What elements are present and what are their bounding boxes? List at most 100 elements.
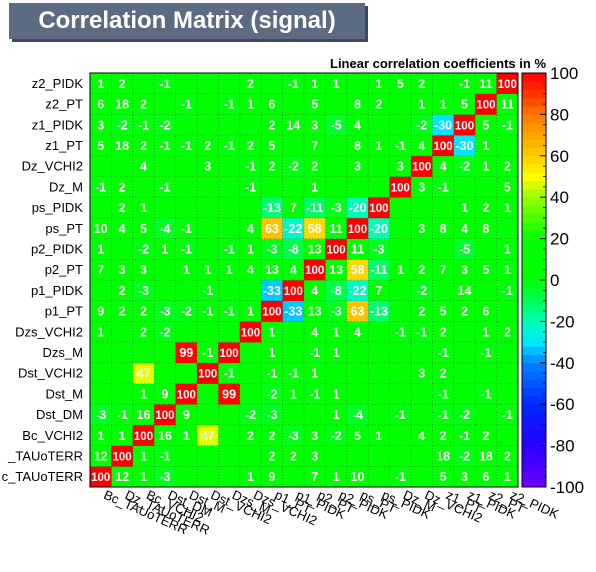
heatmap-cell <box>282 424 305 446</box>
color-palette <box>521 72 547 488</box>
heatmap-cell <box>90 280 112 301</box>
palette-band <box>522 172 546 182</box>
heatmap-cell <box>411 362 433 384</box>
heatmap-cell <box>496 445 519 467</box>
cell-value-label: 1 <box>333 346 340 360</box>
heatmap-cell <box>346 466 369 488</box>
cell-value-label: 1 <box>504 201 511 215</box>
cell-value-label: -1 <box>159 449 170 463</box>
cell-value-label: 1 <box>311 77 318 91</box>
heatmap-cell <box>282 383 305 405</box>
heatmap-cell <box>111 321 134 343</box>
heatmap-cell <box>90 259 112 281</box>
heatmap-cell <box>475 424 497 446</box>
cell-value-label: -1 <box>224 367 235 381</box>
cell-value-label: 3 <box>354 160 361 174</box>
cell-value-label: 1 <box>140 470 147 484</box>
heatmap-cell <box>432 342 455 364</box>
y-tick-label: Dzs_VCHI2 <box>15 324 83 339</box>
cell-value-label: -2 <box>459 160 470 174</box>
cell-value-label: 4 <box>354 118 361 132</box>
cell-value-label: 1 <box>247 242 254 256</box>
palette-band <box>522 197 546 206</box>
heatmap-cell <box>453 93 476 115</box>
cell-value-label: 1 <box>290 387 297 401</box>
cell-value-label: 6 <box>268 98 275 112</box>
heatmap-cell <box>368 73 390 94</box>
heatmap-cell <box>175 155 198 177</box>
cell-value-label: 2 <box>268 449 275 463</box>
cell-value-label: -20 <box>370 222 388 236</box>
heatmap-cell <box>154 135 176 157</box>
heatmap-cell <box>411 176 433 198</box>
palette-band <box>522 155 546 165</box>
heatmap-cell <box>218 176 241 198</box>
cell-value-label: 9 <box>268 470 275 484</box>
heatmap-cell <box>496 280 519 301</box>
heatmap-cell <box>239 300 262 322</box>
y-tick-label: z2_PIDK <box>32 76 84 91</box>
cell-value-label: 47 <box>137 367 151 381</box>
cell-value-label: 1 <box>161 242 168 256</box>
heatmap-cell <box>218 259 241 281</box>
cell-value-label: -5 <box>459 242 470 256</box>
heatmap-cell <box>304 404 326 426</box>
heatmap-cell <box>282 135 305 157</box>
heatmap-cell <box>325 114 348 136</box>
heatmap-cell <box>154 197 176 219</box>
cell-value-label: 99 <box>222 387 236 401</box>
cell-value-label: 11 <box>501 98 514 112</box>
cell-value-label: 1 <box>504 470 511 484</box>
heatmap-cell <box>432 114 455 136</box>
cell-value-label: 13 <box>265 263 279 277</box>
cell-value-label: 100 <box>134 431 153 443</box>
heatmap-cell <box>154 383 176 405</box>
cell-value-label: 1 <box>226 263 233 277</box>
palette-band <box>522 437 546 446</box>
heatmap-cell <box>111 114 134 136</box>
cell-value-label: 2 <box>440 325 447 339</box>
heatmap-cell <box>197 300 219 322</box>
cell-value-label: 100 <box>327 244 346 256</box>
heatmap-cell <box>325 176 348 198</box>
heatmap-cell <box>261 238 283 260</box>
y-tick-label: p1_PT <box>45 304 83 319</box>
heatmap-cell <box>132 259 155 281</box>
heatmap-cell <box>346 280 369 301</box>
heatmap-cell <box>496 238 519 260</box>
heatmap-cell <box>261 280 283 301</box>
cell-value-label: 1 <box>418 98 425 112</box>
heatmap-cell <box>346 321 369 343</box>
heatmap-cell <box>132 383 155 405</box>
heatmap-cell <box>325 155 348 177</box>
cell-value-label: 2 <box>482 201 489 215</box>
heatmap-cell <box>325 383 348 405</box>
cell-value-label: 1 <box>461 201 468 215</box>
cell-value-label: -2 <box>245 408 256 422</box>
grid-lines <box>90 73 518 487</box>
cell-value-label: 63 <box>265 222 279 236</box>
heatmap-cell <box>154 342 176 364</box>
cell-value-label: 1 <box>504 263 511 277</box>
heatmap-cell <box>389 93 412 115</box>
heatmap-cell <box>261 155 283 177</box>
cell-value-label: 1 <box>375 77 382 91</box>
cell-value-label: -3 <box>138 284 149 298</box>
heatmap-cell <box>111 259 134 281</box>
cell-value-label: 2 <box>140 325 147 339</box>
cell-value-label: 2 <box>247 139 254 153</box>
cell-value-label: 2 <box>504 449 511 463</box>
palette-tick-label: 60 <box>550 147 569 166</box>
heatmap-cell <box>197 445 219 467</box>
cell-value-label: 10 <box>351 470 365 484</box>
palette-labels: 100 80 60 40 20 0 -20 -40 -60 -80 -100 <box>540 64 584 497</box>
cell-value-label: -1 <box>438 408 449 422</box>
cell-value-label: 3 <box>311 118 318 132</box>
cell-value-label: 100 <box>348 224 367 236</box>
heatmap-cell <box>453 114 476 136</box>
palette-band <box>522 89 546 99</box>
cell-value-label: 2 <box>461 305 468 319</box>
cell-value-label: -1 <box>202 284 213 298</box>
heatmap-cell <box>496 342 519 364</box>
heatmap-cell <box>368 300 390 322</box>
